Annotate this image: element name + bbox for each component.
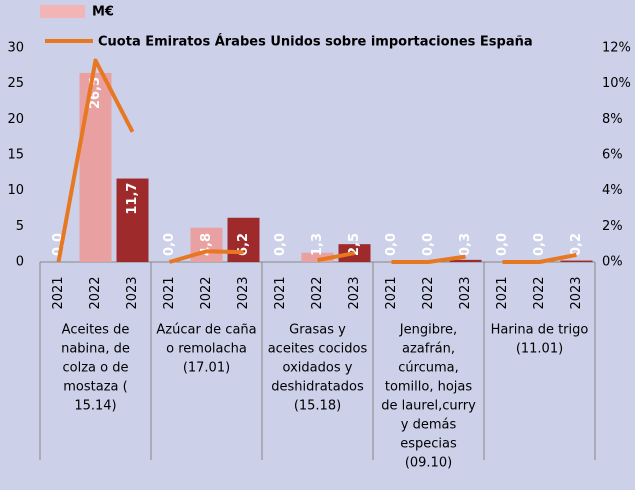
group-label: (15.18) bbox=[294, 399, 341, 414]
y2-tick-label: 6% bbox=[602, 148, 623, 163]
y-tick-label: 0 bbox=[16, 255, 24, 270]
legend-swatch bbox=[40, 5, 85, 18]
group-label: Harina de trigo bbox=[491, 323, 589, 338]
legend-label: Cuota Emiratos Árabes Unidos sobre impor… bbox=[98, 34, 533, 50]
bar bbox=[116, 178, 149, 262]
x-tick-label: 2022 bbox=[199, 276, 214, 309]
x-tick-label: 2023 bbox=[125, 276, 140, 309]
line bbox=[502, 252, 577, 264]
x-tick-label: 2021 bbox=[273, 276, 288, 309]
data-label: 0,0 bbox=[495, 233, 510, 256]
group-label: mostaza ( bbox=[63, 380, 127, 395]
data-label: 0,0 bbox=[384, 233, 399, 256]
group-label: colza o de bbox=[63, 361, 129, 376]
group-label: (09.10) bbox=[405, 456, 452, 471]
x-tick-label: 2023 bbox=[569, 276, 584, 309]
bar bbox=[227, 217, 260, 262]
bar bbox=[79, 72, 112, 262]
y2-tick-label: 0% bbox=[602, 255, 623, 270]
group-label: (17.01) bbox=[183, 361, 230, 376]
group-label: aceites cocidos bbox=[268, 342, 368, 357]
group-label: azafrán, bbox=[402, 342, 455, 357]
legend-label: M€ bbox=[92, 5, 114, 20]
y-tick-label: 10 bbox=[7, 183, 24, 198]
group-label: o remolacha bbox=[166, 342, 247, 357]
x-tick-label: 2023 bbox=[236, 276, 251, 309]
line bbox=[317, 251, 355, 263]
x-tick-label: 2021 bbox=[384, 276, 399, 309]
data-label: 0,0 bbox=[532, 233, 547, 256]
y2-tick-label: 8% bbox=[602, 112, 623, 127]
line bbox=[168, 249, 244, 264]
line bbox=[56, 58, 135, 263]
bar bbox=[301, 252, 334, 262]
data-label: 2,5 bbox=[347, 233, 362, 256]
group-label: Aceites de bbox=[62, 323, 130, 338]
data-label: 0,0 bbox=[273, 233, 288, 256]
data-label: 0,2 bbox=[569, 233, 584, 256]
group-label: Grasas y bbox=[289, 323, 346, 338]
line bbox=[391, 254, 466, 264]
x-tick-label: 2023 bbox=[347, 276, 362, 309]
x-tick-label: 2022 bbox=[310, 276, 325, 309]
y2-tick-label: 10% bbox=[602, 76, 631, 91]
data-label: 0,3 bbox=[458, 233, 473, 256]
group-label: cúrcuma, bbox=[398, 361, 459, 376]
group-label: (11.01) bbox=[516, 342, 563, 357]
y-tick-label: 5 bbox=[16, 219, 24, 234]
group-label: tomillo, hojas bbox=[385, 380, 473, 395]
x-tick-label: 2021 bbox=[495, 276, 510, 309]
y2-tick-label: 4% bbox=[602, 183, 623, 198]
y2-tick-label: 12% bbox=[602, 41, 631, 56]
data-label: 11,7 bbox=[125, 183, 140, 215]
data-label: 1,3 bbox=[310, 233, 325, 256]
bar bbox=[560, 260, 593, 262]
y-tick-label: 30 bbox=[7, 41, 24, 56]
x-tick-label: 2023 bbox=[458, 276, 473, 309]
group-label: de laurel,curry bbox=[381, 399, 476, 414]
y-tick-label: 25 bbox=[7, 76, 24, 91]
group-label: 15.14) bbox=[74, 399, 116, 414]
group-label: Jengibre, bbox=[399, 323, 457, 338]
x-tick-label: 2021 bbox=[51, 276, 66, 309]
group-label: nabina, de bbox=[61, 342, 130, 357]
data-label: 0,0 bbox=[421, 233, 436, 256]
x-tick-label: 2022 bbox=[88, 276, 103, 309]
y2-tick-label: 2% bbox=[602, 219, 623, 234]
y-tick-label: 15 bbox=[7, 148, 24, 163]
y-tick-label: 20 bbox=[7, 112, 24, 127]
group-label: y demás bbox=[401, 418, 457, 433]
x-tick-label: 2022 bbox=[421, 276, 436, 309]
group-label: deshidratados bbox=[271, 380, 364, 395]
group-label: oxidados y bbox=[283, 361, 353, 376]
group-label: especias bbox=[400, 437, 457, 452]
x-tick-label: 2021 bbox=[162, 276, 177, 309]
group-label: Azúcar de caña bbox=[156, 323, 256, 338]
bar bbox=[449, 259, 482, 262]
data-label: 0,0 bbox=[162, 233, 177, 256]
x-tick-label: 2022 bbox=[532, 276, 547, 309]
